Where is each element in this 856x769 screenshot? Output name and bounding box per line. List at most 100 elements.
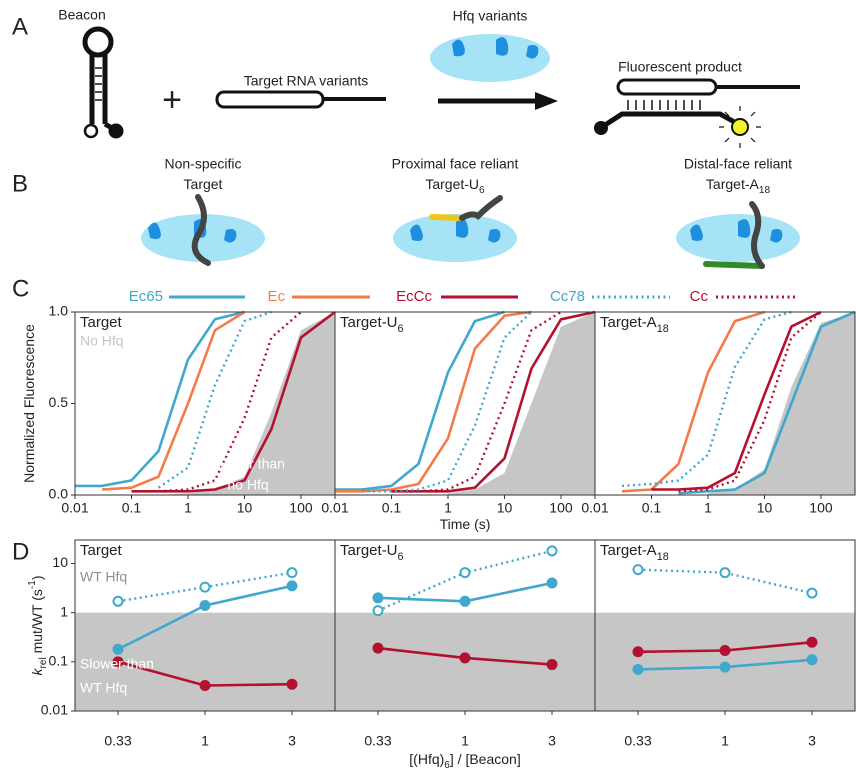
x-tick-label: 0.33 <box>624 733 651 749</box>
text-part: rel <box>38 657 49 668</box>
panel-label: B <box>12 170 28 197</box>
text-part: Target <box>80 314 123 331</box>
product-beacon <box>602 114 738 127</box>
marker <box>461 568 470 577</box>
x-tick-label: 0.33 <box>364 733 391 749</box>
text-part: 18 <box>657 323 669 335</box>
x-tick-label: 100 <box>549 500 573 516</box>
panel-label: A <box>12 13 28 40</box>
x-tick-label: 0.01 <box>61 500 88 516</box>
marker <box>374 644 383 653</box>
label: Beacon <box>58 7 105 23</box>
text-part: Normalized Fluorescence <box>21 324 37 483</box>
region-label: No Hfq <box>80 333 124 349</box>
marker <box>461 653 470 662</box>
x-tick-label: 1 <box>461 733 469 749</box>
panel-label: C <box>12 275 29 302</box>
quencher-open <box>85 125 97 137</box>
region-label: WT Hfq <box>80 569 127 585</box>
legend-label: EcCc <box>396 288 432 305</box>
x-tick-label: 100 <box>809 500 833 516</box>
annotation: WT Hfq <box>80 680 127 696</box>
marker <box>288 680 297 689</box>
panel-title: Target <box>80 314 123 331</box>
product-target <box>618 80 716 94</box>
beacon-pairs <box>95 68 102 100</box>
marker <box>201 681 210 690</box>
quencher <box>594 121 608 135</box>
label: Target-A18 <box>706 176 771 196</box>
label: Target RNA variants <box>244 73 369 89</box>
label: Proximal face reliant <box>392 156 519 172</box>
marker <box>288 581 297 590</box>
y-tick-label: 1.0 <box>49 303 69 319</box>
marker <box>461 597 470 606</box>
text-part: 18 <box>657 551 669 563</box>
label: Non-specific <box>164 156 241 172</box>
text-part: Target-A <box>600 542 657 559</box>
a18-segment <box>706 264 762 266</box>
legend-label: Cc <box>690 288 709 305</box>
panel-title: Target-A18 <box>600 314 669 335</box>
y-tick-label: 0.5 <box>49 394 69 410</box>
marker <box>374 593 383 602</box>
y-tick-label: 0.1 <box>49 653 69 669</box>
text-part: Time (s) <box>440 516 491 532</box>
x-tick-label: 0.1 <box>122 500 142 516</box>
text-part: [(Hfq) <box>409 751 444 767</box>
x-tick-label: 1 <box>721 733 729 749</box>
text-part: Target <box>80 542 123 559</box>
marker <box>721 568 730 577</box>
x-tick-label: 0.01 <box>321 500 348 516</box>
x-tick-label: 1 <box>201 733 209 749</box>
beacon-loop <box>85 29 111 55</box>
u6-segment <box>432 217 462 218</box>
x-tick-label: 10 <box>497 500 513 516</box>
fluorophore <box>732 119 748 135</box>
text-part: -1 <box>27 580 38 589</box>
marker <box>114 597 123 606</box>
panel-title: Target-U6 <box>340 542 404 563</box>
x-tick-label: 0.1 <box>382 500 402 516</box>
text-part: Target-A <box>600 314 657 331</box>
marker <box>201 583 210 592</box>
marker <box>374 606 383 615</box>
text-part: Target <box>184 176 223 192</box>
panel-title: Target <box>80 542 123 559</box>
line <box>622 312 791 486</box>
x-tick-label: 1 <box>184 500 192 516</box>
line <box>335 312 531 491</box>
x-tick-label: 0.33 <box>104 733 131 749</box>
marker <box>548 660 557 669</box>
text-part: 6 <box>398 323 404 335</box>
x-axis-title: [(Hfq)6] / [Beacon] <box>409 751 520 769</box>
marker <box>721 646 730 655</box>
marker <box>548 579 557 588</box>
text-part: ] / [Beacon] <box>450 751 521 767</box>
y-axis-title: krel mut/WT (s-1) <box>27 575 49 675</box>
x-tick-label: 10 <box>757 500 773 516</box>
marker <box>201 601 210 610</box>
product-pairs <box>628 100 700 110</box>
text-part: 6 <box>479 185 485 196</box>
y-axis-title: Normalized Fluorescence <box>21 324 37 483</box>
target-rna <box>217 92 323 107</box>
x-tick-label: 3 <box>288 733 296 749</box>
text-part: 18 <box>759 185 771 196</box>
line <box>362 312 531 491</box>
label: + <box>162 81 182 119</box>
line <box>335 312 505 490</box>
text-part: ) <box>29 575 45 580</box>
marker <box>634 565 643 574</box>
marker <box>288 568 297 577</box>
x-tick-label: 1 <box>444 500 452 516</box>
marker <box>634 647 643 656</box>
y-tick-label: 0.01 <box>41 702 68 718</box>
y-tick-label: 1 <box>60 603 68 619</box>
panel-title: Target-U6 <box>340 314 404 335</box>
marker <box>548 546 557 555</box>
label: Distal-face reliant <box>684 156 792 172</box>
x-tick-label: 1 <box>704 500 712 516</box>
legend-label: Ec <box>267 288 285 305</box>
text-part: Target-A <box>706 176 760 192</box>
